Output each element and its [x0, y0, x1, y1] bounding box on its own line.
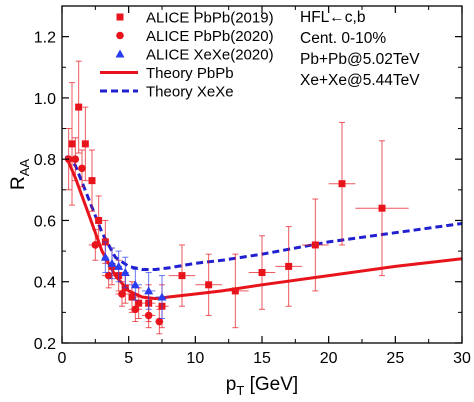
data-point-square [231, 287, 239, 295]
data-point-triangle [114, 261, 124, 270]
legend-item: ALICE PbPb(2020) [116, 28, 274, 45]
x-tick-label: 20 [320, 350, 338, 367]
annotation-line: Xe+Xe@5.44TeV [300, 72, 420, 89]
x-tick-label: 0 [58, 350, 67, 367]
data-point-triangle [130, 280, 140, 289]
legend-label: Theory XeXe [146, 84, 234, 101]
data-point-square [378, 204, 386, 212]
data-point-square [285, 262, 293, 270]
legend-item: Theory XeXe [100, 84, 234, 101]
legend: ALICE PbPb(2019)ALICE PbPb(2020) ALICE Xe… [100, 10, 274, 101]
data-point-square [81, 140, 89, 148]
data-point-square [68, 140, 76, 148]
legend-item: ALICE PbPb(2019) [116, 10, 274, 27]
annotation-line: Cent. 0-10% [300, 30, 386, 47]
data-point-square [258, 269, 266, 277]
data-point-triangle [157, 292, 167, 301]
legend-item: Theory PbPb [100, 65, 234, 82]
series-theory-pbpb [64, 155, 462, 301]
data-point-square [311, 241, 319, 249]
x-label-unit: [GeV] [244, 374, 298, 395]
data-point-circle [91, 241, 100, 249]
data-point-square [75, 103, 83, 111]
data-point-square [338, 180, 346, 188]
data-point-square [95, 216, 103, 224]
annotation-line: HFL←c,b [300, 9, 365, 26]
y-axis-label: RAA [8, 159, 32, 190]
data-point-triangle [120, 268, 130, 277]
y-tick-label: 0.2 [34, 336, 56, 353]
data-point-circle [131, 305, 140, 314]
data-point-square [128, 293, 136, 301]
y-tick-label: 0.4 [34, 275, 56, 292]
y-tick-label: 1.2 [34, 30, 56, 47]
data-point-circle [155, 317, 164, 326]
series-alice-pbpb-2020- [64, 128, 164, 335]
data-point-circle [104, 271, 113, 280]
data-point-triangle [100, 252, 110, 261]
plot-area [64, 60, 462, 335]
data-point-square [88, 177, 96, 185]
theory-curve [64, 155, 462, 271]
y-label-sub: AA [17, 159, 32, 177]
x-tick-label: 5 [124, 350, 133, 367]
y-tick-label: 1.0 [34, 91, 56, 108]
data-point-square [116, 13, 124, 21]
annotation-block: HFL←c,b Cent. 0-10% Pb+Pb@5.02TeV Xe+Xe@5.4… [300, 9, 420, 89]
x-axis-label: pT [GeV] [226, 374, 298, 398]
data-point-square [135, 299, 143, 307]
x-tick-label: 30 [453, 350, 471, 367]
series-alice-pbpb-2019- [68, 60, 409, 329]
data-point-circle [116, 31, 124, 40]
theory-curve [64, 155, 462, 301]
data-point-circle [144, 311, 153, 320]
x-tick-label: 15 [253, 350, 271, 367]
annotation-line: Pb+Pb@5.02TeV [300, 51, 420, 68]
x-tick-label: 10 [186, 350, 204, 367]
x-tick-label: 25 [386, 350, 404, 367]
data-point-square [205, 281, 213, 289]
x-label-sub: T [236, 383, 244, 398]
data-point-circle [118, 290, 126, 298]
legend-label: ALICE PbPb(2020) [146, 28, 274, 45]
series-alice-xexe-2020- [100, 241, 169, 319]
data-point-circle [78, 164, 86, 173]
data-point-triangle [144, 286, 154, 295]
legend-label: Theory PbPb [146, 65, 234, 82]
legend-item: ALICE XeXe(2020) [115, 47, 274, 64]
data-point-triangle [107, 258, 117, 267]
y-tick-label: 0.6 [34, 213, 56, 230]
legend-label: ALICE PbPb(2019) [146, 10, 274, 27]
series-theory-xexe [64, 155, 462, 271]
data-point-triangle [115, 49, 125, 58]
legend-label: ALICE XeXe(2020) [146, 47, 274, 64]
data-point-circle [71, 155, 80, 163]
y-tick-label: 0.8 [34, 152, 56, 169]
axis-ticks: 0 5 10 15 20 25 30 0.2 0.4 0.6 0.8 1.0 1.2 [34, 5, 471, 367]
data-point-square [178, 272, 186, 280]
